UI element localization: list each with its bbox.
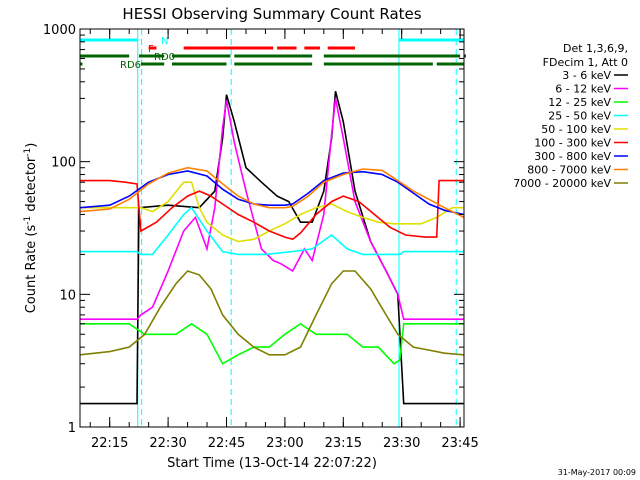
legend: Det 1,3,6,9, FDecim 1, Att 0 3 - 6 keV6 … bbox=[513, 42, 628, 190]
state-bar-f-segment-3 bbox=[277, 46, 297, 50]
state-bar-rd0-segment-6 bbox=[464, 54, 466, 58]
series-lines bbox=[80, 91, 465, 405]
y-tick-label: 100 bbox=[51, 156, 76, 171]
y-tick-label: 1 bbox=[68, 421, 76, 436]
legend-label-800-7000-kev: 800 - 7000 keV bbox=[527, 164, 611, 177]
state-bar-label-rd0: RD0 bbox=[154, 52, 175, 63]
state-bar-rd6-segment-4 bbox=[234, 62, 313, 66]
footer-date: 31-May-2017 00:09 bbox=[558, 468, 636, 477]
state-bar-rd0-segment-1 bbox=[80, 54, 130, 58]
state-bar-rd0-segment-4 bbox=[234, 54, 313, 58]
x-tick-label: 22:15 bbox=[91, 436, 128, 451]
state-bar-rd6-segment-5 bbox=[323, 62, 433, 66]
x-tick-label: 23:45 bbox=[441, 436, 478, 451]
x-tick-label: 23:00 bbox=[266, 436, 303, 451]
x-tick-label: 22:45 bbox=[208, 436, 245, 451]
y-axis-ticks: 1 10 100 1000 bbox=[43, 23, 464, 436]
legend-label-100-300-kev: 100 - 300 keV bbox=[534, 137, 611, 150]
series-line-25-50-kev bbox=[80, 206, 464, 256]
legend-label-3-6-kev: 3 - 6 keV bbox=[562, 69, 611, 82]
x-tick-label: 23:30 bbox=[383, 436, 420, 451]
state-bar-f-segment-4 bbox=[304, 46, 320, 50]
x-tick-label: 22:30 bbox=[149, 436, 186, 451]
state-bar-label-n: N bbox=[161, 36, 168, 47]
legend-label-12-25-kev: 12 - 25 keV bbox=[548, 96, 611, 109]
plot-frame bbox=[79, 28, 465, 428]
state-bar-label-f: F bbox=[148, 44, 154, 55]
state-bar-f-segment-2 bbox=[183, 46, 274, 50]
state-bar-label-rd6: RD6 bbox=[120, 60, 141, 71]
state-bar-rd6-segment-3 bbox=[171, 62, 227, 66]
state-bar-rd0-segment-5 bbox=[323, 54, 461, 58]
legend-header-1: Det 1,3,6,9, bbox=[563, 42, 628, 55]
state-bar-f-segment-1 bbox=[148, 46, 157, 50]
state-bar-rd6-segment-1 bbox=[80, 62, 83, 66]
state-bar-f-segment-5 bbox=[327, 46, 355, 50]
legend-label-7000-20000-kev: 7000 - 20000 keV bbox=[513, 177, 611, 190]
y-axis-label: Count Rate (s-1 detector-1) bbox=[23, 143, 39, 314]
state-bar-n-segment-1 bbox=[80, 38, 138, 42]
legend-header-2: FDecim 1, Att 0 bbox=[543, 56, 628, 69]
state-bar-n-segment-2 bbox=[398, 38, 464, 42]
series-line-7000-20000-kev bbox=[80, 270, 465, 356]
y-tick-label: 10 bbox=[59, 288, 76, 303]
state-bar-rd0-segment-2 bbox=[138, 54, 165, 58]
legend-label-50-100-kev: 50 - 100 keV bbox=[541, 123, 611, 136]
state-bar-rd0-segment-3 bbox=[171, 54, 231, 58]
chart-title: HESSI Observing Summary Count Rates bbox=[122, 5, 421, 23]
y-tick-label: 1000 bbox=[43, 23, 76, 38]
legend-label-25-50-kev: 25 - 50 keV bbox=[548, 110, 611, 123]
state-bar-rd6-segment-6 bbox=[436, 62, 464, 66]
x-tick-label: 23:15 bbox=[325, 436, 362, 451]
x-axis-label: Start Time (13-Oct-14 22:07:22) bbox=[167, 456, 377, 471]
series-line-12-25-kev bbox=[80, 322, 464, 365]
series-line-50-100-kev bbox=[80, 181, 464, 243]
legend-label-300-800-kev: 300 - 800 keV bbox=[534, 150, 611, 163]
x-axis-ticks: 22:15 22:30 22:45 23:00 23:15 23:30 23:45 bbox=[89, 29, 479, 451]
series-line-100-300-kev bbox=[80, 179, 464, 241]
legend-label-6-12-kev: 6 - 12 keV bbox=[555, 83, 611, 96]
state-bar-rd6-segment-2 bbox=[140, 62, 165, 66]
series-line-6-12-kev bbox=[80, 98, 464, 320]
series-line-800-7000-kev bbox=[80, 166, 465, 219]
